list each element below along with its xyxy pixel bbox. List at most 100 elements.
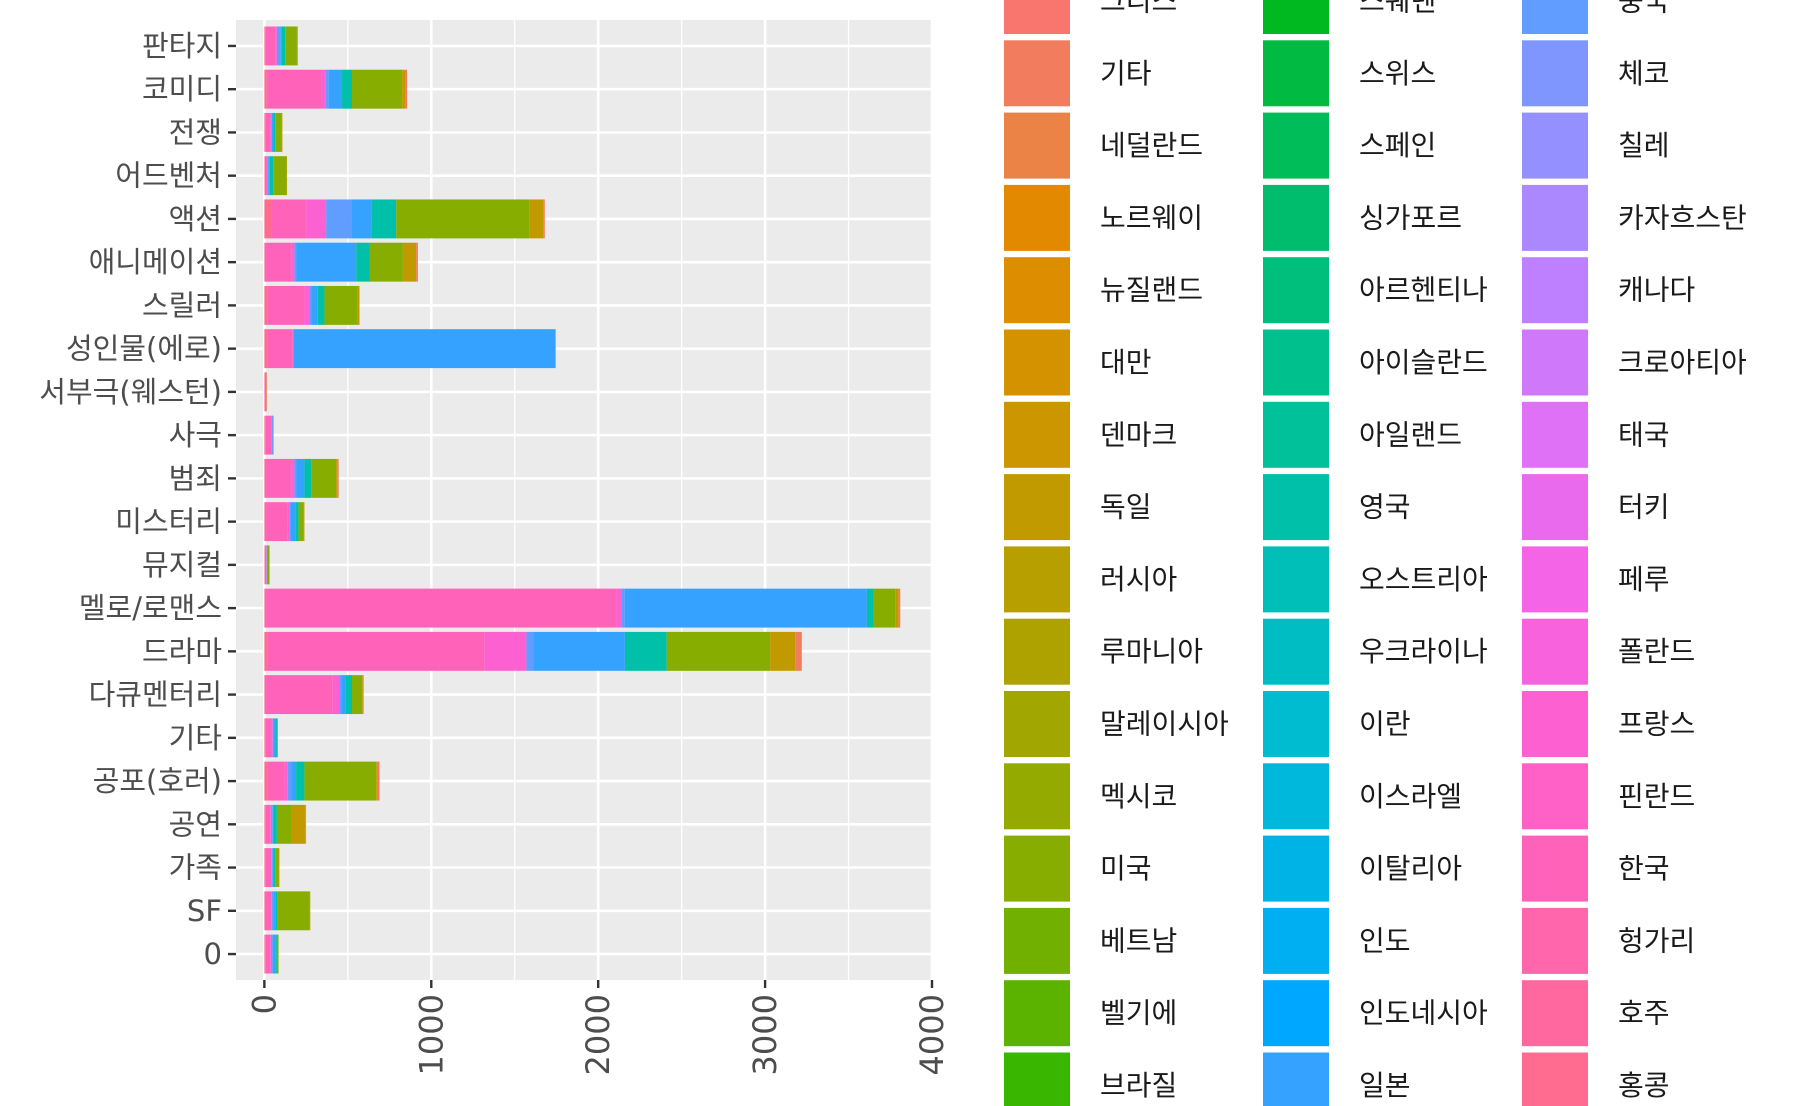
bar-segment <box>266 69 322 109</box>
bar-segment <box>266 588 617 628</box>
legend-key <box>1004 1052 1070 1106</box>
y-tick-label: 공연 <box>169 807 222 841</box>
legend-label: 캐나다 <box>1618 274 1695 307</box>
bar-segment <box>624 631 667 671</box>
bar-segment <box>272 415 274 455</box>
bar-segment <box>289 502 291 542</box>
bar-segment <box>273 415 274 455</box>
legend-label: 멕시코 <box>1100 780 1177 813</box>
legend-label: 스웨덴 <box>1359 0 1436 18</box>
legend-label: 네덜란드 <box>1100 129 1203 162</box>
bar-segment <box>264 545 265 585</box>
bar-segment <box>264 242 267 282</box>
legend-label: 터키 <box>1618 491 1670 524</box>
legend-key <box>1004 691 1070 757</box>
legend-key <box>1263 112 1329 179</box>
legend-label: 뉴질랜드 <box>1100 274 1203 307</box>
legend-key <box>1522 907 1588 974</box>
plot-panel <box>236 20 932 980</box>
bar-segment <box>290 502 296 542</box>
bar-segment <box>296 761 305 801</box>
legend-label: 대만 <box>1100 346 1152 379</box>
bar-segment <box>337 458 339 498</box>
bar-segment <box>296 26 298 66</box>
bar-segment <box>264 545 267 585</box>
bar-segment <box>396 199 530 239</box>
bar-segment <box>275 891 278 931</box>
bar-segment <box>271 415 273 455</box>
legend-key <box>1522 980 1588 1047</box>
bar-segment <box>264 631 268 671</box>
bar-segment <box>270 112 272 152</box>
bar-segment <box>266 372 267 412</box>
bar-segment <box>325 69 329 109</box>
bar-segment <box>339 675 342 715</box>
bar-segment <box>895 588 899 628</box>
bar-segment <box>275 934 277 974</box>
y-tick-label: 가족 <box>169 851 222 885</box>
bar-segment <box>309 285 312 325</box>
y-tick-label: 공포(호러) <box>93 764 222 798</box>
legend-label: 인도네시아 <box>1359 997 1488 1030</box>
bar-segment <box>284 761 288 801</box>
y-tick-label: 뮤지컬 <box>142 548 222 582</box>
legend-key <box>1263 1052 1329 1106</box>
bar-segment <box>271 804 273 844</box>
bar-segment <box>286 156 288 196</box>
bar-segment <box>267 545 268 585</box>
bar-segment <box>268 156 270 196</box>
bar-segment <box>271 891 274 931</box>
bar-segment <box>271 891 272 931</box>
bar-segment <box>271 848 273 888</box>
y-tick-label: 판타지 <box>142 29 222 63</box>
legend-label: 스위스 <box>1359 57 1436 90</box>
legend-key <box>1522 0 1588 34</box>
bar-segment <box>273 112 276 152</box>
legend-label: 일본 <box>1359 1069 1411 1102</box>
bar-segment <box>321 69 326 109</box>
bar-segment <box>264 112 266 152</box>
legend-key <box>1263 691 1329 757</box>
bar-segment <box>272 934 276 974</box>
y-tick-label: 기타 <box>169 721 222 755</box>
bar-segment <box>278 848 280 888</box>
bar-segment <box>266 675 333 715</box>
bar-segment <box>291 761 297 801</box>
bar-segment <box>264 372 265 412</box>
legend-label: 페루 <box>1618 563 1670 596</box>
bar-segment <box>269 156 274 196</box>
bar-segment <box>328 69 342 109</box>
bar-segment <box>362 675 364 715</box>
bar-segment <box>276 804 292 844</box>
bar-segment <box>543 199 545 239</box>
legend-key <box>1263 618 1329 685</box>
bar-segment <box>264 718 266 758</box>
bar-segment <box>275 26 277 66</box>
bar-segment <box>266 156 268 196</box>
bar-segment <box>293 329 556 369</box>
legend-label: 오스트리아 <box>1359 563 1488 596</box>
legend-key <box>1004 40 1070 107</box>
legend-key <box>1522 691 1588 757</box>
legend-label: 태국 <box>1618 418 1670 451</box>
legend-label: 스페인 <box>1359 129 1436 162</box>
bar-segment <box>324 285 358 325</box>
bar-segment <box>309 891 311 931</box>
y-tick-label: 애니메이션 <box>89 245 222 279</box>
bar-segment <box>273 848 276 888</box>
bar-segment <box>266 502 288 542</box>
legend-key <box>1263 546 1329 613</box>
bar-segment <box>273 804 277 844</box>
bar-segment <box>345 675 352 715</box>
bar-segment <box>402 69 406 109</box>
bar-segment <box>265 112 271 152</box>
bar-segment <box>276 718 278 758</box>
bar-segment <box>280 26 282 66</box>
y-tick-label: 범죄 <box>169 461 222 495</box>
bar-segment <box>272 718 274 758</box>
legend-key <box>1522 546 1588 613</box>
bar-segment <box>362 675 363 715</box>
bar-segment <box>264 848 266 888</box>
legend-label: 프랑스 <box>1618 708 1695 741</box>
bar-segment <box>273 718 277 758</box>
